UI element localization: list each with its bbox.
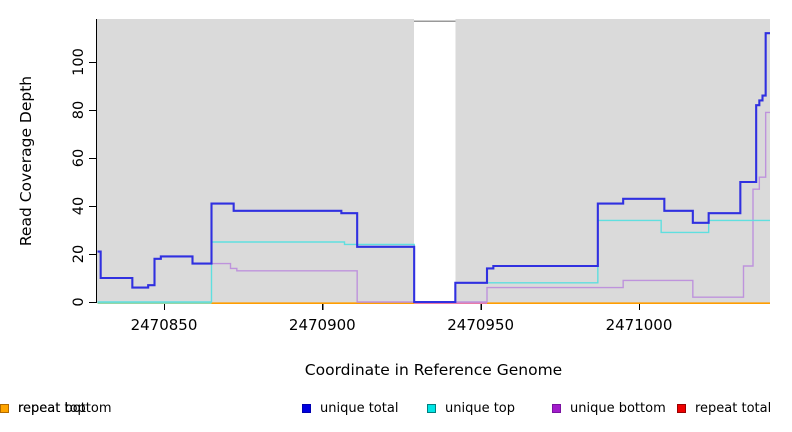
svg-text:0: 0: [71, 297, 87, 306]
legend-label: repeat bottom: [18, 400, 112, 416]
svg-text:2470950: 2470950: [447, 316, 514, 334]
legend-item-unique-total: unique total: [302, 399, 398, 417]
svg-text:2470850: 2470850: [131, 316, 198, 334]
legend-swatch-repeat-bottom: [0, 403, 9, 413]
svg-text:20: 20: [71, 245, 87, 263]
legend-swatch-unique-bottom: [552, 403, 561, 413]
legend-item-unique-bottom: unique bottom: [552, 399, 666, 417]
svg-text:2470900: 2470900: [289, 316, 356, 334]
legend-label: repeat total: [695, 400, 772, 416]
legend-item-repeat-total: repeat total: [677, 399, 771, 417]
svg-text:100: 100: [71, 48, 87, 76]
legend-item-repeat-bottom: repeat bottom: [0, 399, 112, 417]
legend-swatch-repeat-total: [677, 403, 686, 413]
y-axis-label: Read Coverage Depth: [17, 75, 35, 247]
svg-text:40: 40: [71, 197, 87, 215]
svg-text:60: 60: [71, 149, 87, 167]
x-axis-label: Coordinate in Reference Genome: [304, 361, 563, 379]
legend-label: repeat top: [18, 400, 86, 416]
legend-label: unique total: [320, 400, 399, 416]
legend-label: unique top: [445, 400, 516, 416]
legend-item-unique-top: unique top: [427, 399, 515, 417]
legend-swatch-unique-top: [427, 403, 436, 413]
svg-text:2471000: 2471000: [606, 316, 673, 334]
legend-swatch-unique-total: [302, 403, 311, 413]
svg-text:80: 80: [71, 101, 87, 119]
legend-label: unique bottom: [570, 400, 666, 416]
